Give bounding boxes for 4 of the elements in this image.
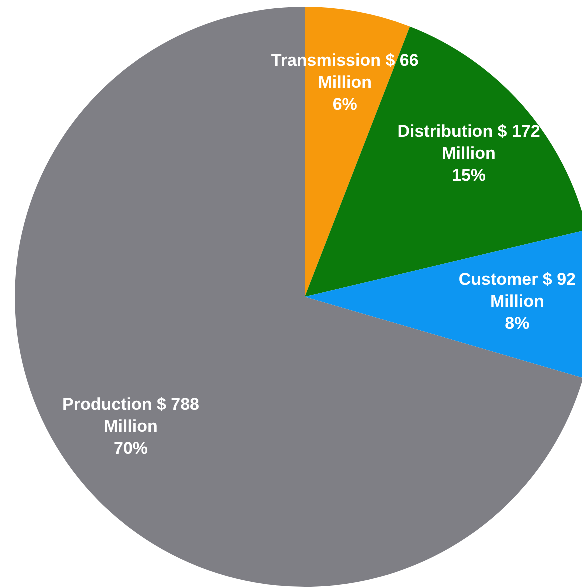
slice-label: Transmission $ 66 Million 6%	[271, 50, 419, 114]
slice-label: Production $ 788 Million 70%	[62, 395, 200, 458]
slice-label: Distribution $ 172 Million 15%	[398, 122, 540, 185]
slice-label: Customer $ 92 Million 8%	[458, 270, 576, 334]
